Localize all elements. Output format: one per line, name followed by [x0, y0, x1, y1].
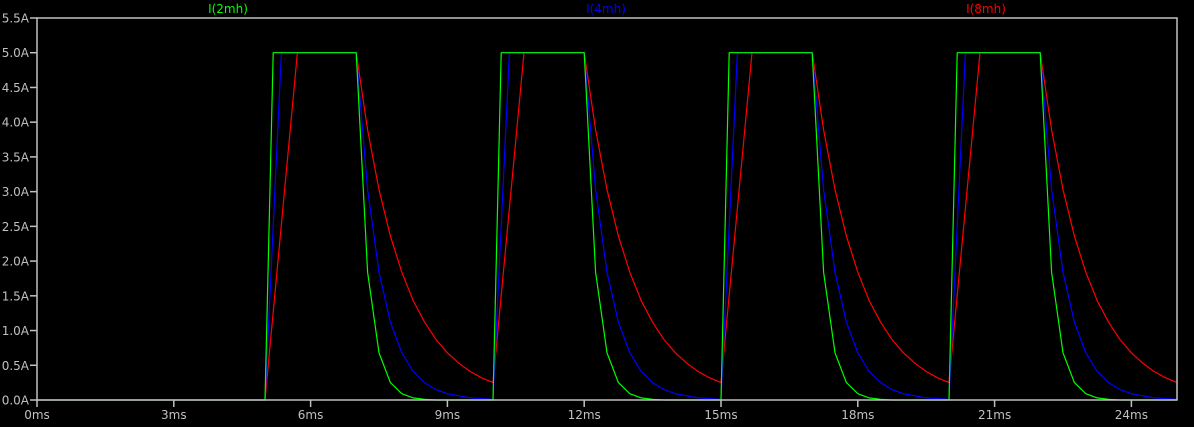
x-tick-label: 9ms: [435, 408, 461, 422]
x-tick-label: 6ms: [298, 408, 324, 422]
y-tick-label: 0.5A: [2, 359, 30, 373]
series-line-i8mh: [37, 52, 1178, 401]
x-tick-label: 12ms: [568, 408, 601, 422]
y-tick-label: 2.5A: [2, 220, 30, 234]
y-tick-label: 3.0A: [2, 185, 30, 199]
x-tick-label: 0ms: [24, 408, 50, 422]
y-tick-label: 3.5A: [2, 150, 30, 164]
y-tick-label: 5.0A: [2, 46, 30, 60]
x-tick-label: 24ms: [1115, 408, 1148, 422]
y-axis: 0.0A 0.5A 1.0A 1.5A 2.0A 2.5A 3.0A 3.5A 4.0A 4.5A…: [2, 12, 37, 408]
x-axis: 0ms 3ms 6ms 9ms 12ms 15ms 18ms 21ms 24ms: [24, 400, 1148, 422]
legend-entry-8mh[interactable]: I(8mh): [966, 2, 1006, 16]
x-tick-label: 3ms: [161, 408, 187, 422]
y-tick-label: 4.0A: [2, 116, 30, 130]
y-tick-label: 1.5A: [2, 289, 30, 303]
y-tick-label: 1.0A: [2, 324, 30, 338]
x-tick-label: 18ms: [841, 408, 874, 422]
legend-entry-4mh[interactable]: I(4mh): [586, 2, 626, 16]
y-tick-label: 5.5A: [2, 12, 30, 26]
legend: I(2mh) I(4mh) I(8mh): [208, 2, 1006, 16]
y-tick-label: 4.5A: [2, 81, 30, 95]
x-tick-label: 21ms: [978, 408, 1011, 422]
y-tick-label: 2.0A: [2, 255, 30, 269]
series-line-i4mh: [37, 52, 1178, 401]
plot-frame: [36, 17, 1178, 401]
x-tick-label: 15ms: [704, 408, 737, 422]
legend-entry-2mh[interactable]: I(2mh): [208, 2, 248, 16]
y-tick-label: 0.0A: [2, 394, 30, 408]
